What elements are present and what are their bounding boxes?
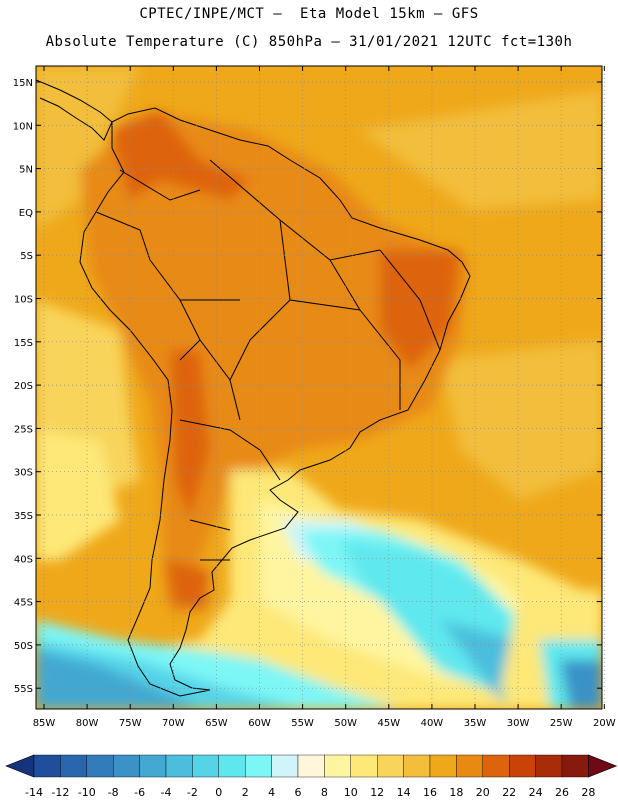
- lon-label: 65W: [205, 718, 228, 729]
- colorbar-label: -4: [161, 786, 172, 799]
- lon-label: 20W: [593, 718, 616, 729]
- colorbar-label: 22: [502, 786, 516, 799]
- colorbar-label: 4: [268, 786, 275, 799]
- colorbar-label: 2: [242, 786, 249, 799]
- colorbar-segment: [324, 754, 351, 778]
- lat-label: 15N: [13, 78, 33, 89]
- colorbar-segment: [244, 754, 272, 778]
- lat-label: 15S: [14, 338, 33, 349]
- temperature-field: [36, 66, 602, 709]
- colorbar-label: 24: [529, 786, 543, 799]
- colorbar-segment: [482, 754, 510, 778]
- lat-label: 30S: [14, 468, 33, 479]
- colorbar-segment: [403, 754, 431, 778]
- lon-label: 80W: [76, 718, 99, 729]
- lon-label: 35W: [464, 718, 487, 729]
- lat-label: 45S: [14, 598, 33, 609]
- lat-label: 25S: [14, 424, 33, 435]
- lon-label: 85W: [33, 718, 56, 729]
- colorbar-label: -2: [187, 786, 198, 799]
- colorbar-segment: [33, 754, 61, 778]
- colorbar-label: 18: [449, 786, 463, 799]
- coastlines: [36, 79, 471, 697]
- colorbar-segment: [165, 754, 193, 778]
- colorbar-segment: [350, 754, 378, 778]
- lat-label: 50S: [14, 641, 33, 652]
- colorbar-label: 26: [555, 786, 569, 799]
- andean-borders: [95, 169, 241, 421]
- longitude-labels: 85W 80W 75W 70W 65W 60W 55W 50W 45W 40W 35W 30W 25W 2…: [33, 718, 616, 729]
- lon-label: 60W: [248, 718, 271, 729]
- lat-label: 55S: [14, 684, 33, 695]
- lat-label: 10N: [13, 121, 33, 132]
- colorbar-min-arrow: [5, 754, 35, 778]
- colorbar-label: 12: [370, 786, 384, 799]
- lon-label: 55W: [291, 718, 314, 729]
- colorbar-segment: [86, 754, 114, 778]
- colorbar-label: 14: [397, 786, 411, 799]
- colorbar-segment: [535, 754, 563, 778]
- colorbar-label: 0: [215, 786, 222, 799]
- chart-title-line2: Absolute Temperature (C) 850hPa – 31/01/…: [45, 34, 573, 50]
- colorbar-segment: [561, 754, 589, 778]
- lon-label: 45W: [377, 718, 400, 729]
- lat-label: 5S: [20, 251, 33, 262]
- lon-label: 25W: [550, 718, 573, 729]
- lat-label: 20S: [14, 381, 33, 392]
- colorbar-label: -10: [78, 786, 96, 799]
- colorbar-label: 6: [295, 786, 302, 799]
- colorbar-label: 16: [423, 786, 437, 799]
- brazil-states: [209, 159, 441, 410]
- colorbar: -14 -12 -10 -8 -6 -4 -2 0 2 4 6 8 10 12 14 16 18 20 22 24 26…: [5, 754, 618, 799]
- lat-label: 40S: [14, 554, 33, 565]
- lat-label: EQ: [19, 208, 33, 219]
- lon-label: 30W: [507, 718, 530, 729]
- colorbar-label: -14: [25, 786, 43, 799]
- lat-label: 35S: [14, 511, 33, 522]
- colorbar-label: -12: [51, 786, 69, 799]
- colorbar-label: 8: [321, 786, 328, 799]
- lon-label: 75W: [119, 718, 142, 729]
- colorbar-segment: [192, 754, 219, 778]
- colorbar-segment: [509, 754, 536, 778]
- field-blobs: [36, 66, 602, 709]
- colorbar-segment: [456, 754, 483, 778]
- colorbar-segment: [112, 754, 140, 778]
- colorbar-segment: [271, 754, 299, 778]
- graticule: [36, 66, 605, 709]
- argentina-states: [179, 419, 281, 561]
- colorbar-label: 10: [344, 786, 358, 799]
- colorbar-segment: [377, 754, 404, 778]
- central-america-coast: [36, 79, 113, 141]
- colorbar-label: 20: [476, 786, 490, 799]
- lon-label: 40W: [421, 718, 444, 729]
- colorbar-segment: [297, 754, 325, 778]
- lat-label: 10S: [14, 295, 33, 306]
- colorbar-segment: [60, 754, 88, 778]
- colorbar-segment: [139, 754, 167, 778]
- colorbar-segment: [218, 754, 246, 778]
- lon-label: 70W: [162, 718, 185, 729]
- lon-label: 50W: [334, 718, 357, 729]
- colorbar-label: -8: [108, 786, 119, 799]
- map-frame: [35, 65, 603, 710]
- colorbar-label: -6: [134, 786, 145, 799]
- colorbar-max-arrow: [588, 754, 618, 778]
- lat-label: 5N: [19, 165, 33, 176]
- colorbar-segment: [429, 754, 457, 778]
- chart-title-line1: CPTEC/INPE/MCT – Eta Model 15km – GFS: [139, 6, 479, 22]
- colorbar-label: 28: [581, 786, 595, 799]
- latitude-labels: 15N 10N 5N EQ 5S 10S 15S 20S 25S 30S 35S 40S 45S 50S 5…: [13, 78, 33, 695]
